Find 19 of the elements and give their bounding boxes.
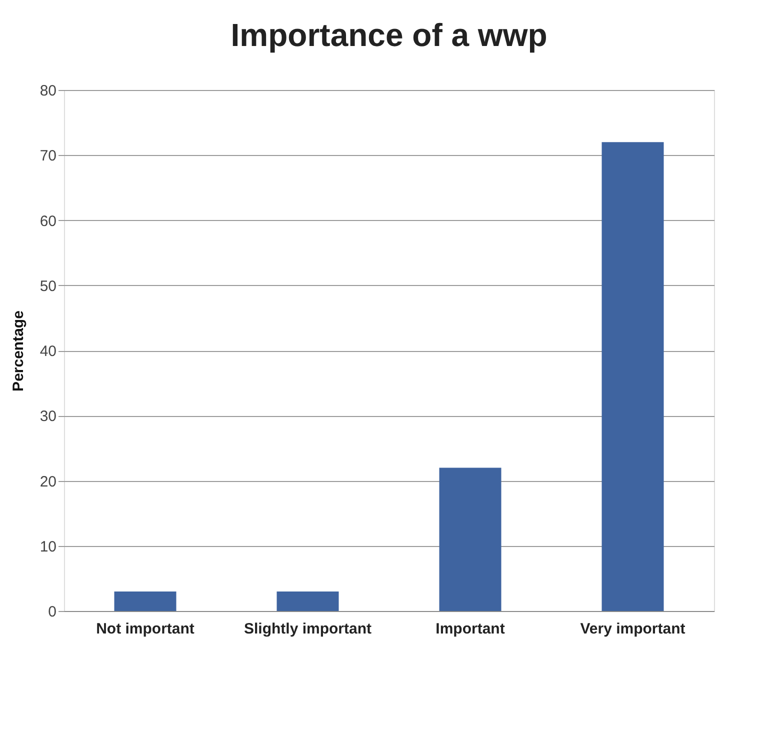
chart-title: Importance of a wwp: [230, 17, 548, 53]
bar: [276, 591, 339, 611]
bar: [439, 468, 502, 611]
y-tick-label: 40: [40, 343, 56, 360]
y-tick-label: 60: [40, 212, 56, 230]
y-axis-title: Percentage: [10, 310, 27, 392]
y-tick-label: 20: [40, 473, 56, 490]
y-tick-label: 0: [48, 604, 56, 620]
x-tick-label: Slightly important: [244, 620, 372, 638]
x-tick-label: Very important: [580, 620, 686, 638]
y-tick-label: 80: [40, 82, 56, 100]
x-tick-label: Important: [436, 620, 505, 638]
x-tick-label: Not important: [96, 620, 194, 638]
y-tick-label: 70: [40, 148, 56, 165]
bar: [114, 591, 176, 611]
y-tick-label: 30: [40, 408, 56, 426]
y-tick-label: 50: [40, 278, 56, 295]
y-tick-label: 10: [40, 538, 56, 556]
bar: [602, 142, 664, 611]
